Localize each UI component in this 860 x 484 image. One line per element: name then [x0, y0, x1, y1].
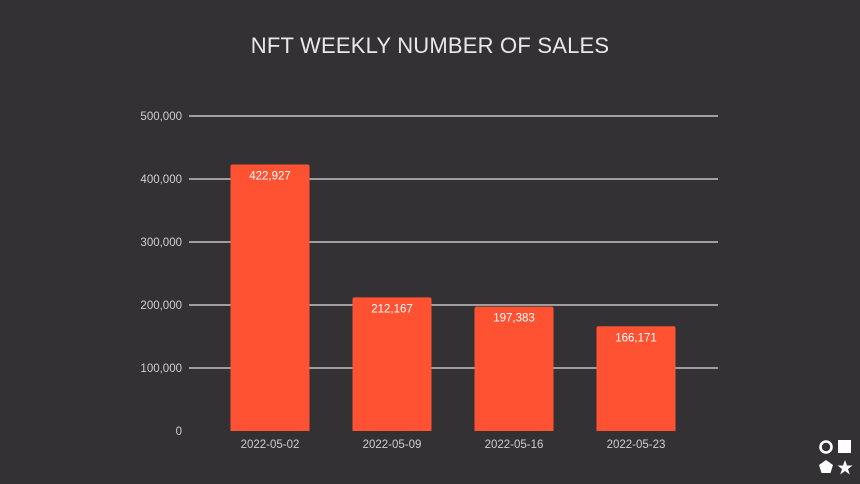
bar [230, 164, 310, 432]
x-tick-label: 2022-05-09 [363, 439, 422, 451]
data-label: 166,171 [615, 332, 657, 344]
x-tick-label: 2022-05-16 [485, 439, 544, 451]
shapes-logo-icon [819, 440, 853, 475]
data-label: 422,927 [249, 171, 291, 183]
data-label: 212,167 [371, 303, 413, 315]
bar [474, 306, 554, 431]
y-tick-label: 100,000 [140, 363, 182, 375]
bar [596, 326, 676, 431]
y-tick-label: 400,000 [140, 174, 182, 186]
y-tick-label: 200,000 [140, 300, 182, 312]
y-tick-label: 300,000 [140, 237, 182, 249]
data-label: 197,383 [493, 313, 535, 325]
y-tick-label: 0 [176, 426, 182, 438]
y-tick-label: 500,000 [140, 111, 182, 123]
x-tick-label: 2022-05-23 [607, 439, 666, 451]
chart-title: NFT WEEKLY NUMBER OF SALES [250, 33, 610, 58]
bar [352, 297, 432, 431]
x-tick-label: 2022-05-02 [241, 439, 300, 451]
